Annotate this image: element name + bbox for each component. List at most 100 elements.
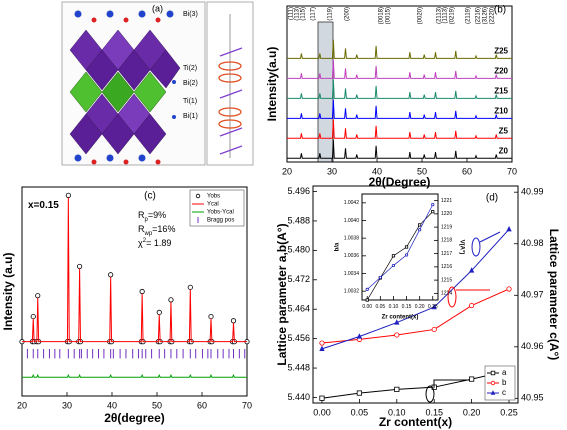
x-tick-label: 0.00 [362, 304, 372, 310]
x-tick-label: 0.20 [415, 304, 425, 310]
series-line [287, 39, 512, 59]
marker [378, 275, 382, 280]
octahedra-middle [69, 71, 167, 113]
y2-tick-label: 1218 [441, 238, 452, 244]
y2-axis-label: V(A°) [458, 240, 464, 255]
marker [490, 390, 496, 395]
annotation: Rwp=16% [138, 224, 175, 236]
marker [394, 386, 400, 392]
legend-label: Yobs-Ycal [207, 210, 234, 216]
marker [35, 293, 41, 299]
marker [490, 370, 496, 376]
series-line [22, 373, 247, 378]
peak-label: (0020) [418, 7, 424, 24]
y2-tick-label: 40.99 [521, 187, 544, 197]
x-axis-label: Zr content(x) [379, 415, 452, 429]
peak-label: (0219) [450, 7, 456, 24]
marker [365, 287, 369, 291]
marker [187, 284, 193, 290]
series-line [287, 99, 512, 119]
y-axis-label: b/a [335, 242, 341, 251]
x-tick-label: 0.00 [313, 407, 331, 417]
series-label: Z25 [494, 47, 508, 56]
x-tick-label: 20 [282, 166, 292, 176]
marker [356, 390, 362, 396]
marker [319, 395, 325, 401]
peak-label: (1113) [443, 7, 449, 23]
plot-frame [21, 186, 248, 397]
octahedra-top [69, 29, 181, 91]
x-tick-label: 0.25 [428, 304, 438, 310]
marker [404, 245, 409, 249]
legend-label: Yobs [207, 194, 220, 200]
marker [208, 313, 214, 320]
octahedra-bottom [69, 93, 167, 155]
x-tick-label: 0.15 [402, 304, 412, 310]
x-tick-label: 0.20 [463, 407, 481, 417]
series-line [287, 139, 512, 159]
marker [468, 267, 475, 273]
marker [506, 286, 512, 292]
series-line [367, 204, 434, 290]
peak-label: (119) [328, 7, 334, 21]
y-tick-label: 5.464 [287, 304, 310, 314]
marker [365, 298, 369, 302]
annotation-tail: =16% [152, 224, 175, 234]
series-label: Z10 [494, 106, 508, 115]
panel-label: (b) [494, 5, 506, 16]
annotation-sub: p [145, 217, 149, 223]
y2-tick-label: 1220 [441, 211, 452, 217]
peak-label: (2113) [437, 7, 443, 24]
series-label: Z15 [494, 86, 508, 95]
y-tick-label: 1.0034 [344, 271, 360, 277]
series-label: Z5 [499, 126, 509, 135]
x-axis-label: 2θ(degree) [104, 411, 165, 425]
marker [469, 376, 475, 382]
atom-label: Bi(2) [183, 80, 198, 87]
y-tick-label: 1.0040 [344, 218, 360, 224]
marker [431, 303, 437, 310]
annotation: χ2= 1.89 [138, 238, 171, 249]
plot-frame [312, 185, 519, 404]
legend-label: a [502, 368, 507, 377]
marker [431, 203, 435, 207]
panel-label: (c) [144, 191, 156, 202]
y2-tick-label: 40.96 [521, 341, 544, 351]
series-line [321, 370, 510, 399]
y-tick-label: 5.488 [287, 215, 310, 225]
peak-label: (113) [295, 7, 301, 21]
annotation: x=0.15 [28, 200, 59, 211]
annotation-sup: 2 [143, 238, 147, 244]
series-line [321, 228, 510, 350]
atom-label: Ti(1) [183, 98, 197, 105]
peak-label: (111) [289, 7, 295, 20]
marker [168, 297, 174, 303]
series-line [287, 119, 512, 139]
marker [431, 326, 437, 333]
marker [230, 318, 237, 324]
y2-axis-label: Lattice parameter c(A°) [547, 229, 561, 361]
panel-label: (d) [486, 193, 498, 204]
marker [469, 302, 475, 309]
x-tick-label: 0.25 [500, 407, 518, 417]
x-tick-label: 60 [197, 400, 207, 410]
peak-label: (3126) [483, 7, 489, 24]
series-label: Z20 [494, 66, 508, 75]
peak-label: (0015) [386, 7, 392, 24]
x-tick-label: 0.05 [375, 304, 385, 310]
x-tick-label: 0.05 [351, 407, 369, 417]
annotation-text: χ [138, 238, 143, 248]
y-tick-label: 5.456 [287, 333, 310, 343]
x-tick-label: 0.10 [388, 407, 406, 417]
y2-tick-label: 40.95 [521, 393, 544, 403]
series-line [287, 79, 512, 99]
x-tick-label: 30 [327, 166, 337, 176]
series-line [366, 211, 434, 301]
annotation-text: R [138, 210, 145, 220]
annotation: Rp=9% [138, 210, 166, 222]
highlight-box [317, 21, 334, 163]
y2-tick-label: 1217 [441, 251, 452, 257]
marker [319, 340, 325, 346]
peak-label: (117) [311, 7, 317, 21]
